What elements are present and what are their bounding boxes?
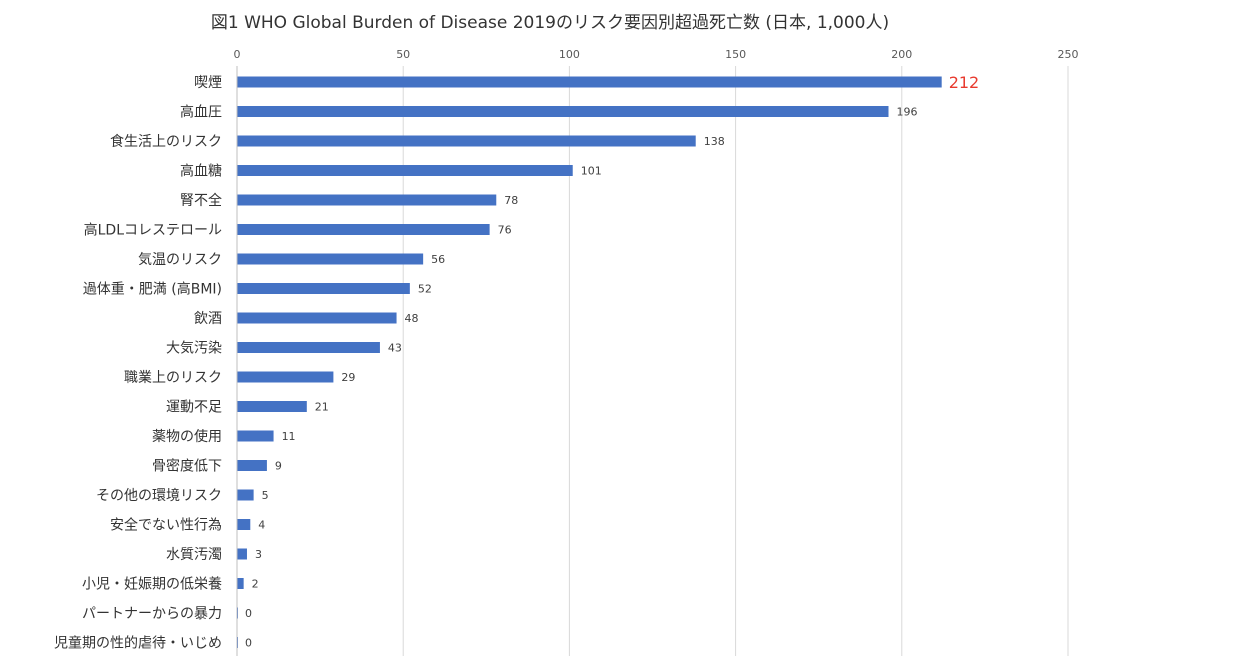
- bar: [237, 430, 274, 442]
- category-label: 薬物の使用: [152, 428, 222, 445]
- category-label: 高血圧: [180, 104, 222, 121]
- bar: [237, 224, 490, 235]
- bar: [237, 283, 410, 294]
- bar: [237, 253, 424, 265]
- bar: [237, 76, 942, 88]
- category-label: 小児・妊娠期の低栄養: [82, 576, 222, 593]
- category-label: 運動不足: [166, 400, 222, 416]
- bar: [237, 401, 307, 412]
- data-label: 3: [255, 548, 262, 561]
- data-label: 43: [388, 342, 402, 355]
- x-tick-label: 100: [559, 48, 580, 61]
- category-label: 児童期の性的虐待・いじめ: [54, 635, 222, 652]
- bar: [237, 312, 397, 324]
- category-label: 安全でない性行為: [110, 517, 222, 534]
- bar: [237, 371, 334, 383]
- data-label: 76: [498, 224, 512, 237]
- data-label: 196: [897, 106, 918, 119]
- bar: [237, 342, 380, 353]
- category-label: その他の環境リスク: [96, 488, 222, 504]
- data-label: 9: [275, 460, 282, 473]
- bar: [237, 489, 254, 501]
- category-label: 高LDLコレステロール: [84, 222, 222, 239]
- category-label: 職業上のリスク: [124, 370, 222, 386]
- bar: [237, 460, 267, 471]
- data-label: 21: [315, 401, 329, 414]
- chart-title: 図1 WHO Global Burden of Disease 2019のリスク…: [210, 13, 890, 33]
- bar: [237, 165, 573, 176]
- bar: [237, 578, 244, 589]
- data-label: 29: [341, 371, 355, 384]
- bar: [237, 135, 696, 147]
- category-label: 腎不全: [180, 192, 222, 209]
- x-tick-label: 0: [234, 48, 241, 61]
- data-label: 2: [252, 578, 259, 591]
- category-label: 大気汚染: [166, 341, 222, 357]
- category-label: 食生活上のリスク: [110, 133, 222, 150]
- data-label: 11: [282, 430, 296, 443]
- data-label: 5: [262, 489, 269, 502]
- data-label: 48: [405, 312, 419, 325]
- bar: [237, 519, 251, 530]
- data-label: 56: [431, 253, 445, 266]
- x-tick-label: 200: [891, 48, 912, 61]
- data-label: 0: [245, 637, 252, 650]
- x-tick-label: 50: [396, 48, 410, 61]
- category-label: 飲酒: [194, 311, 222, 327]
- category-label: 高血糖: [180, 163, 222, 180]
- data-label: 78: [504, 194, 518, 207]
- x-tick-label: 250: [1058, 48, 1079, 61]
- bar: [237, 194, 497, 206]
- data-label: 0: [245, 607, 252, 620]
- data-label: 4: [258, 519, 265, 532]
- category-label: パートナーからの暴力: [82, 606, 222, 622]
- data-label: 212: [949, 73, 980, 92]
- category-label: 骨密度低下: [152, 458, 222, 475]
- category-label: 過体重・肥満 (高BMI): [83, 281, 222, 298]
- category-label: 水質汚濁: [166, 547, 222, 563]
- category-label: 喫煙: [194, 75, 222, 91]
- bar: [237, 548, 247, 560]
- bar: [237, 106, 889, 117]
- data-label: 101: [581, 165, 602, 178]
- data-label: 138: [704, 135, 725, 148]
- x-tick-label: 150: [725, 48, 746, 61]
- category-label: 気温のリスク: [138, 252, 222, 268]
- data-label: 52: [418, 283, 432, 296]
